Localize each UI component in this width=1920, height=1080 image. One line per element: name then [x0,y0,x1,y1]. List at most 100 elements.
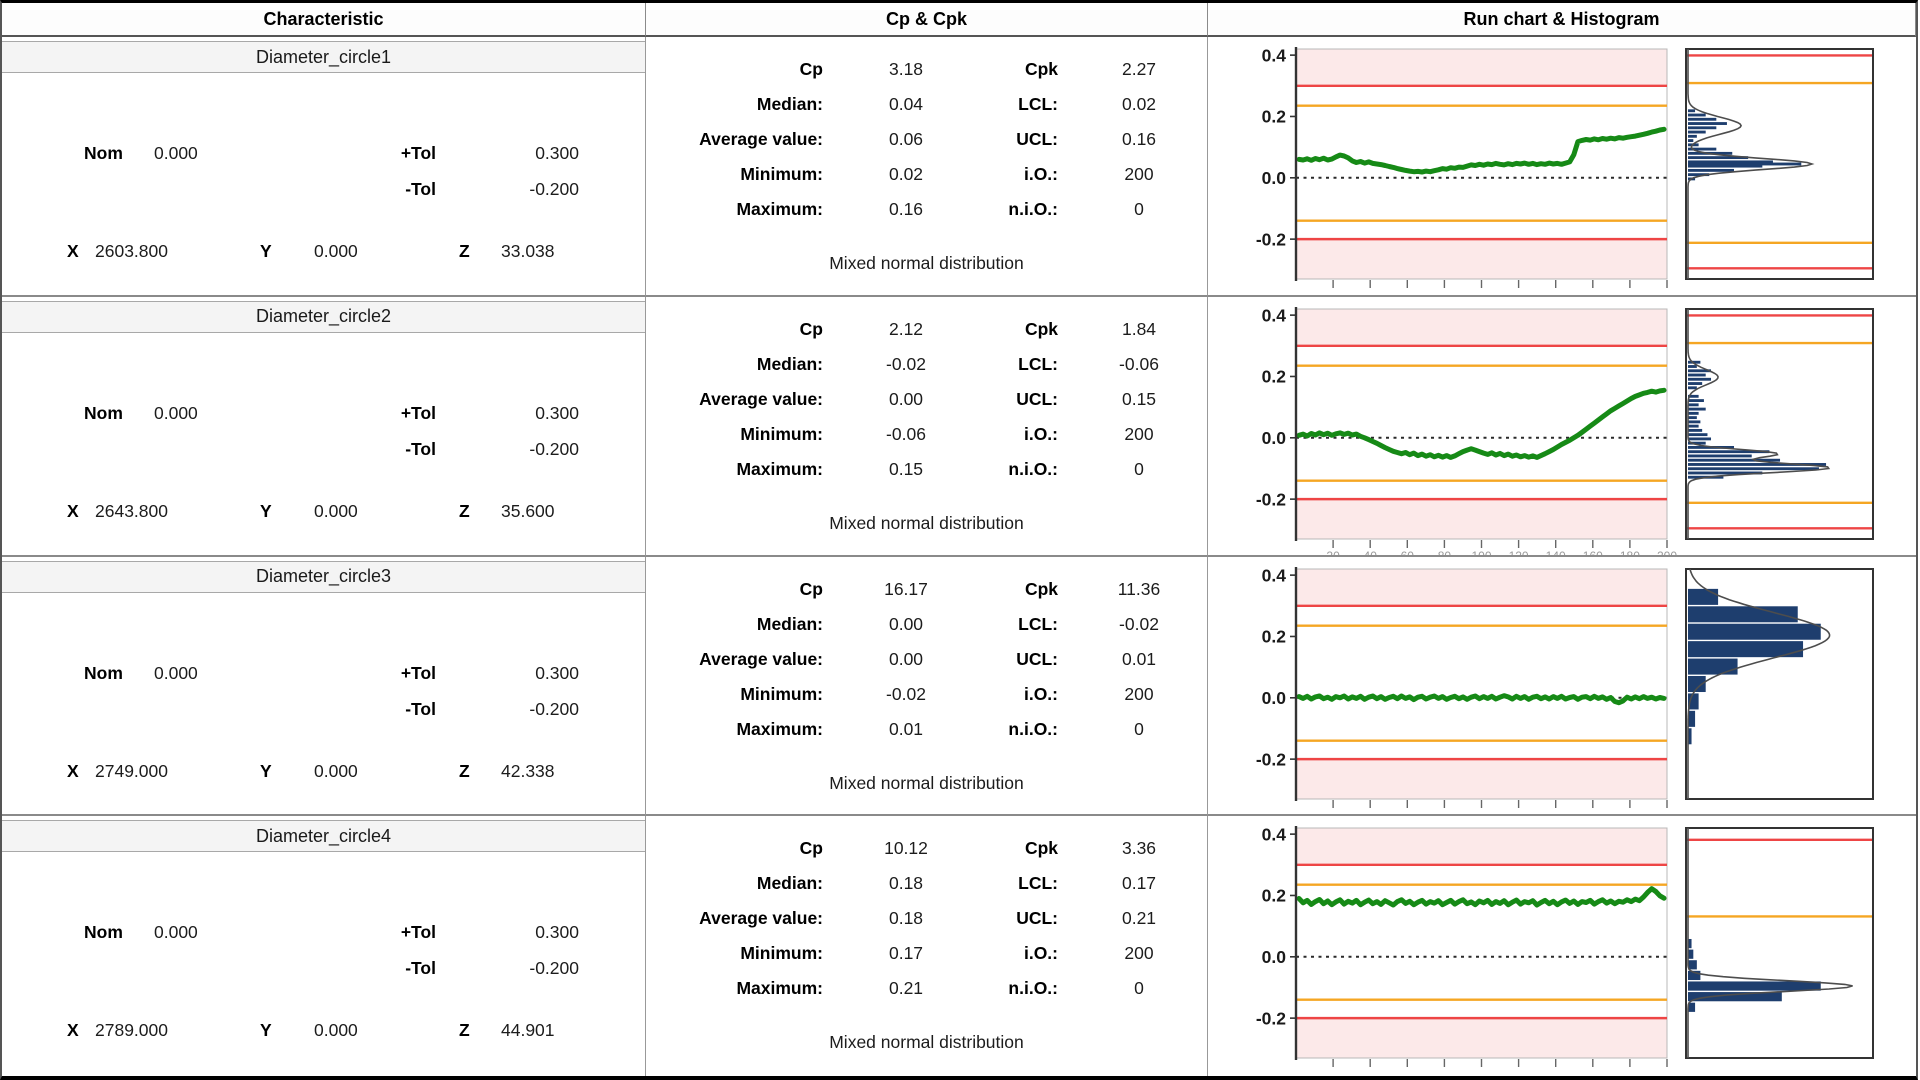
maximum-value: 0.01 [888,718,924,739]
cpk-label: Cpk [1024,578,1058,599]
cp-value: 16.17 [884,578,928,599]
column-header-run-chart-histogram: Run chart & Histogram [1208,3,1916,37]
maximum-label: Maximum: [736,199,823,219]
median-label: Median: [756,353,823,374]
svg-text:100: 100 [1471,549,1491,556]
median-value: 0.18 [888,873,924,894]
run-chart-histogram-cell: 0.4 0.2 0.0 -0.2 [1208,816,1916,1076]
in-order-label: i.O.: [1023,164,1058,184]
in-order-label: i.O.: [1023,423,1058,444]
distribution-type-text: Mixed normal distribution [829,1032,1024,1053]
y-coord-label: Y [260,241,272,261]
ucl-label: UCL: [1016,129,1058,149]
minus-tolerance-value: -0.200 [529,698,579,719]
lcl-label: LCL: [1018,613,1058,634]
svg-text:120: 120 [1509,549,1529,556]
svg-text:-0.2: -0.2 [1256,489,1286,509]
z-coord-label: Z [459,500,470,521]
distribution-type-text: Mixed normal distribution [829,512,1024,533]
ucl-label: UCL: [1016,648,1058,669]
characteristic-cell: Diameter_circle4 Nom 0.000 +Tol 0.300 -T… [2,816,646,1076]
minimum-label: Minimum: [740,683,823,704]
median-value: 0.00 [888,613,924,634]
nominal-label: Nom [84,922,123,943]
svg-text:160: 160 [1583,549,1603,556]
average-value: 0.00 [888,648,924,669]
cp-label: Cp [799,578,823,599]
svg-text:-0.2: -0.2 [1256,229,1286,249]
x-coord-value: 2749.000 [95,760,168,781]
minus-tolerance-label: -Tol [405,958,436,979]
average-label: Average value: [699,129,823,149]
lcl-value: -0.06 [1119,353,1159,374]
cpk-value: 1.84 [1121,318,1157,339]
nominal-label: Nom [84,143,123,163]
svg-text:0.0: 0.0 [1262,687,1287,707]
svg-text:20: 20 [1326,549,1340,556]
z-coord-label: Z [459,241,470,261]
in-order-label: i.O.: [1023,943,1058,964]
cp-cpk-cell: Cp 2.12 Cpk 1.84 Median: -0.02 LCL: -0.0… [646,296,1208,557]
nominal-value: 0.000 [154,402,198,423]
lcl-label: LCL: [1018,94,1058,114]
svg-text:0.2: 0.2 [1262,626,1287,646]
plus-tolerance-label: +Tol [400,922,436,943]
minimum-value: 0.02 [888,164,924,184]
z-coord-value: 42.338 [501,760,555,781]
ucl-value: 0.21 [1121,908,1157,929]
average-value: 0.18 [888,908,924,929]
cpk-label: Cpk [1024,838,1058,859]
in-order-value: 200 [1124,943,1154,964]
run-chart-and-histogram-Diameter_circle1: 0.4 0.2 0.0 -0.2 [1256,45,1874,288]
svg-text:-0.2: -0.2 [1256,1009,1286,1029]
distribution-type-text: Mixed normal distribution [829,772,1024,793]
nominal-label: Nom [84,402,123,423]
cpk-value: 3.36 [1121,838,1157,859]
maximum-label: Maximum: [736,718,823,739]
column-header-characteristic: Characteristic [2,3,646,37]
minimum-label: Minimum: [740,943,823,964]
characteristic-name: Diameter_circle3 [2,560,645,593]
svg-text:40: 40 [1364,549,1378,556]
not-in-order-value: 0 [1134,458,1144,479]
svg-text:0.4: 0.4 [1262,45,1287,65]
average-label: Average value: [699,908,823,929]
svg-text:-0.2: -0.2 [1256,749,1286,769]
run-chart-and-histogram-Diameter_circle4: 0.4 0.2 0.0 -0.2 [1256,825,1874,1068]
in-order-label: i.O.: [1023,683,1058,704]
plus-tolerance-value: 0.300 [535,143,579,163]
svg-text:0.4: 0.4 [1262,565,1287,585]
lcl-label: LCL: [1018,873,1058,894]
cp-label: Cp [799,318,823,339]
plus-tolerance-value: 0.300 [535,402,579,423]
ucl-value: 0.16 [1121,129,1157,149]
lcl-value: 0.02 [1121,94,1157,114]
minus-tolerance-label: -Tol [405,179,436,199]
svg-text:0.4: 0.4 [1262,825,1287,845]
plus-tolerance-value: 0.300 [535,662,579,683]
characteristic-cell: Diameter_circle1 Nom 0.000 +Tol 0.300 -T… [2,37,646,297]
median-label: Median: [756,873,823,894]
lcl-label: LCL: [1018,353,1058,374]
characteristic-cell: Diameter_circle3 Nom 0.000 +Tol 0.300 -T… [2,556,646,817]
x-coord-label: X [67,760,79,781]
cp-value: 2.12 [888,318,924,339]
not-in-order-label: n.i.O.: [1008,199,1058,219]
run-chart-and-histogram-Diameter_circle2: 0.4 0.2 0.0 -0.2 20 40 60 80 100 120 140 160 180 200 [1256,305,1874,556]
in-order-value: 200 [1124,423,1154,444]
cp-cpk-cell: Cp 10.12 Cpk 3.36 Median: 0.18 LCL: 0.17… [646,816,1208,1076]
median-label: Median: [756,94,823,114]
not-in-order-value: 0 [1134,718,1144,739]
cp-label: Cp [799,59,823,79]
nominal-label: Nom [84,662,123,683]
minus-tolerance-label: -Tol [405,438,436,459]
plus-tolerance-label: +Tol [400,402,436,423]
run-chart-histogram-cell: 0.4 0.2 0.0 -0.2 [1208,556,1916,817]
x-coord-label: X [67,500,79,521]
z-coord-label: Z [459,760,470,781]
cp-value: 10.12 [884,838,928,859]
cp-value: 3.18 [888,59,924,79]
cp-label: Cp [799,838,823,859]
average-label: Average value: [699,648,823,669]
